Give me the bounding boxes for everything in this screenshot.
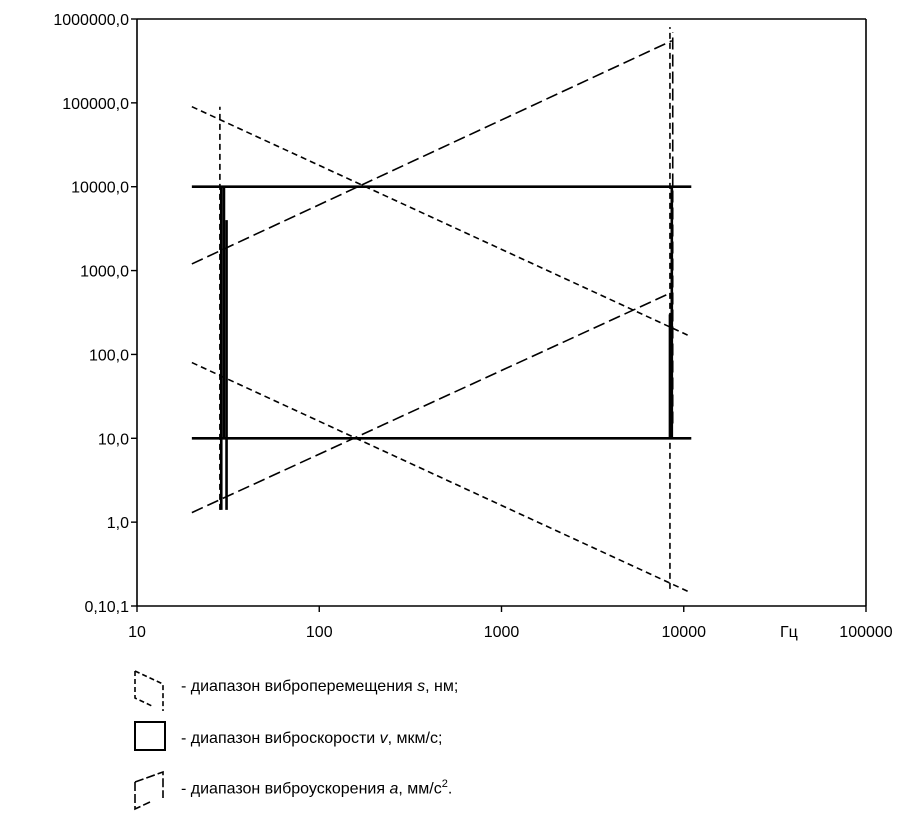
chart: 10 100 1000 10000 100000 1000000,0100000,010…: [53, 12, 893, 641]
y-tick-label: 0,10,1: [85, 599, 130, 616]
x-tick-label: 100000: [839, 624, 892, 641]
x-tick-label: 10: [128, 624, 146, 641]
y-tick-label: 1000,0: [80, 264, 129, 281]
legend-item-displacement: - диапазон виброперемещения s, нм;: [130, 668, 830, 711]
legend-item-acceleration: - диапазон виброускорения a, мм/с2.: [130, 768, 830, 811]
displacement-boundary-line: [191, 361, 688, 592]
displacement-boundary-line: [191, 105, 688, 336]
y-tick-label: 10,0: [98, 431, 129, 448]
x-tick-label: 100: [306, 624, 333, 641]
displacement-legend-icon: [134, 670, 164, 711]
legend-label-displacement: - диапазон виброперемещения s, нм;: [181, 678, 459, 695]
legend-item-velocity: - диапазон виброскорости v, мкм/с;: [130, 720, 830, 760]
y-tick-label: 1000000,0: [53, 12, 129, 29]
acceleration-legend-icon: [134, 770, 164, 811]
y-ticks: 1000000,0 100000,0 10000,0 1000,0 100,0 10,0 1…: [53, 12, 137, 616]
y-tick-label: 100,0: [89, 347, 129, 364]
velocity-legend-icon: [134, 721, 166, 751]
y-tick-label: 10000,0: [71, 180, 129, 197]
y-tick-label: 1,0: [107, 515, 129, 532]
acceleration-boundary-line: [191, 291, 673, 514]
x-tick-label: 1000: [484, 624, 520, 641]
x-axis-label: Гц: [780, 624, 798, 641]
y-tick-label: 100000,0: [62, 96, 129, 113]
acceleration-boundary-line: [191, 40, 673, 265]
x-tick-label: 10000: [662, 624, 707, 641]
legend-label-velocity: - диапазон виброскорости v, мкм/с;: [181, 730, 443, 747]
plot-lines: [191, 27, 692, 592]
legend-label-acceleration: - диапазон виброускорения a, мм/с2.: [181, 778, 453, 798]
x-ticks: 10 100 1000 10000 100000: [128, 606, 893, 641]
